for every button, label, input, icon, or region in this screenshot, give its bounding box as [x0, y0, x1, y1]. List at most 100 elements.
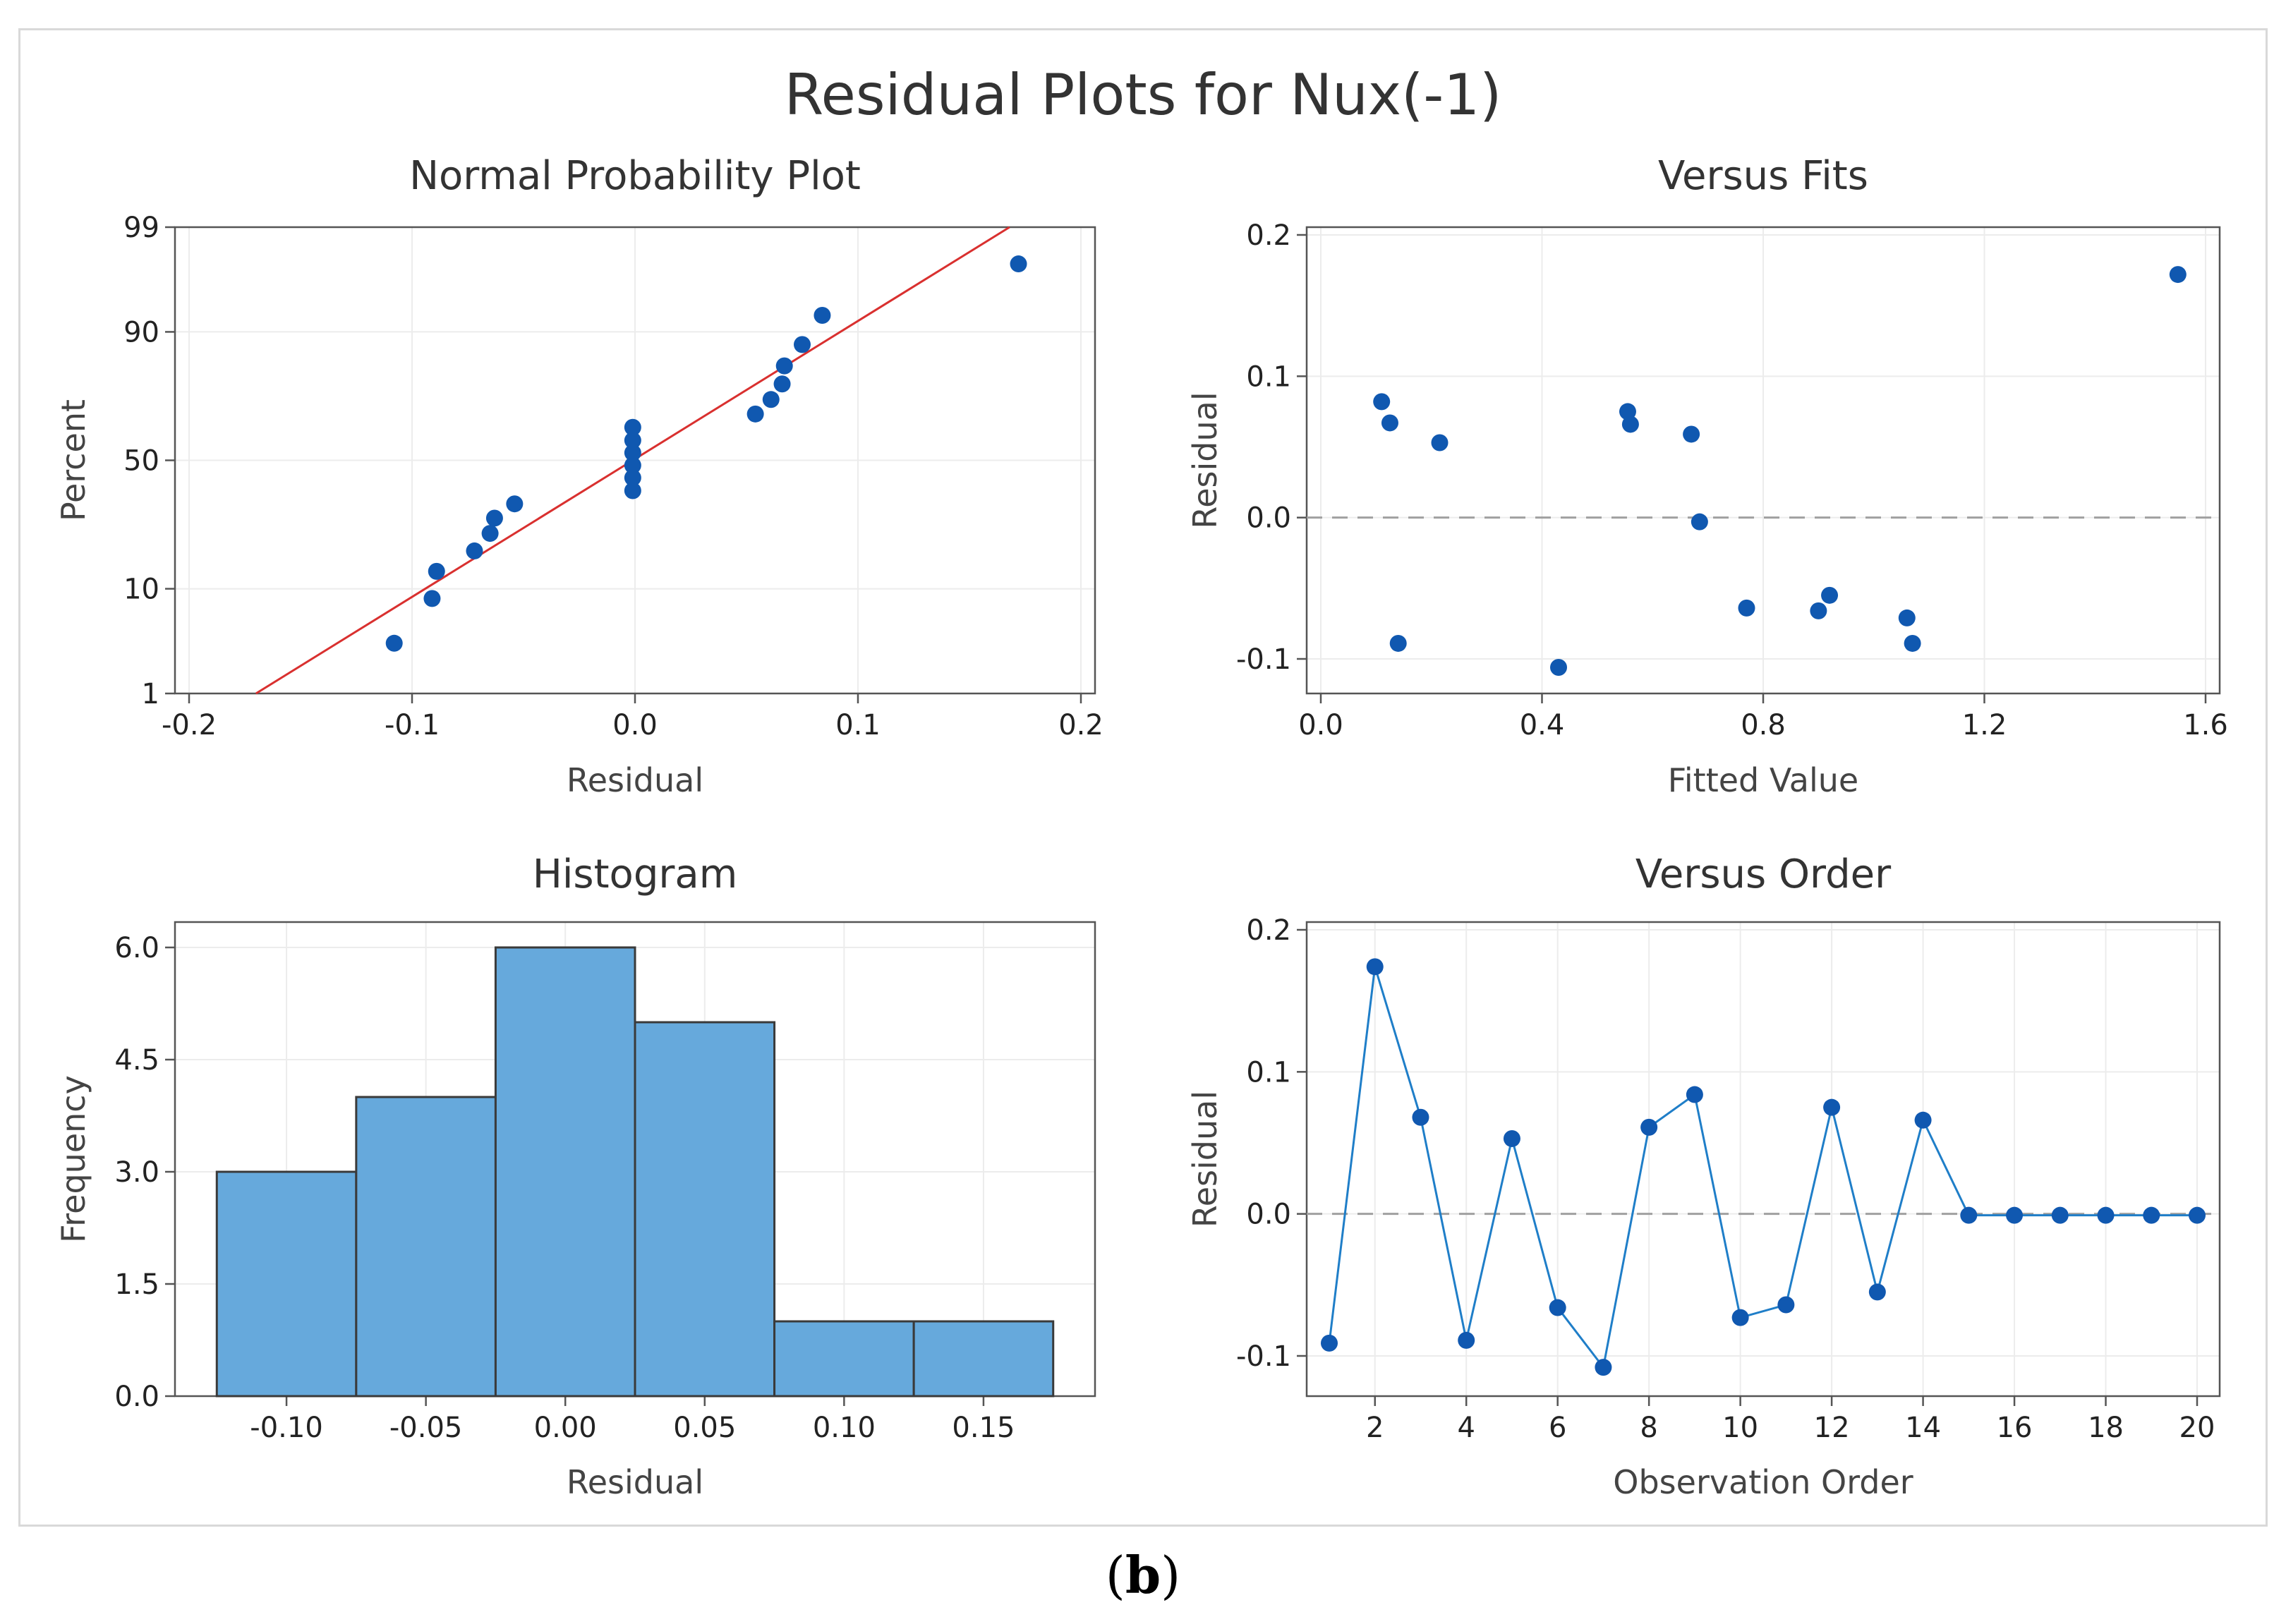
data-point: [1503, 1129, 1520, 1147]
ticks: -0.10 -0.05 0.00 0.05 0.10 0.15 0.0 1.5 3.0 4.5 6.…: [114, 932, 1015, 1444]
x-tick-label: -0.1: [385, 709, 440, 741]
grid: [1307, 922, 2220, 1396]
x-tick-label: -0.2: [162, 709, 217, 741]
y-tick-label: 0.1: [1246, 360, 1291, 393]
data-point: [1686, 1086, 1703, 1103]
y-tick-label: 3.0: [114, 1156, 159, 1189]
data-point: [1010, 255, 1027, 273]
data-point: [1777, 1296, 1795, 1314]
data-point: [1381, 414, 1398, 432]
data-point: [1412, 1108, 1429, 1126]
data-point: [775, 357, 793, 375]
x-tick-label: 0.0: [612, 709, 658, 741]
x-tick-label: 12: [1814, 1412, 1850, 1444]
y-tick-label: 50: [123, 445, 159, 478]
y-axis-label: Residual: [1186, 392, 1224, 528]
data-point: [624, 456, 641, 474]
histogram-bar: [215, 1170, 358, 1398]
y-tick-label: -0.1: [1236, 1340, 1291, 1373]
histogram-bar: [634, 1021, 776, 1398]
data-point: [1619, 403, 1636, 420]
data-point: [814, 306, 831, 324]
x-tick-label: 0.0: [1298, 709, 1343, 741]
data-point: [794, 336, 811, 353]
data-point: [2143, 1206, 2160, 1224]
data-point: [762, 391, 780, 408]
y-tick-label: 0.0: [1246, 1199, 1291, 1231]
data-point: [423, 590, 441, 607]
histogram-bar: [355, 1096, 497, 1398]
panel-3: 2 4 6 8 10 12 14 16 18 20 -0.1 0.0 0.1 0.2 Versus Orde…: [1186, 852, 2221, 1501]
panel-2: -0.10 -0.05 0.00 0.05 0.10 0.15 0.0 1.5 3.0 4.5 6.…: [54, 852, 1096, 1501]
figure-title: Residual Plots for Nux(-1): [784, 62, 1502, 128]
data-point: [2097, 1206, 2115, 1224]
data-point: [1550, 659, 1568, 677]
figure-caption: (b): [0, 1545, 2286, 1605]
data-point: [428, 562, 445, 580]
y-tick-label: 90: [123, 316, 159, 349]
x-tick-label: 14: [1905, 1412, 1941, 1444]
x-tick-label: 0.1: [835, 709, 881, 741]
data-point: [1683, 425, 1700, 443]
x-tick-label: 6: [1549, 1412, 1566, 1444]
histogram-bar: [773, 1320, 915, 1398]
x-tick-label: 0.8: [1741, 709, 1786, 741]
y-tick-label: 99: [123, 212, 159, 244]
x-tick-label: 0.4: [1520, 709, 1565, 741]
data-point: [624, 432, 641, 449]
x-tick-label: 20: [2179, 1412, 2215, 1444]
data-point: [1373, 393, 1391, 411]
x-tick-label: 0.15: [952, 1412, 1015, 1444]
panel-1: 0.0 0.4 0.8 1.2 1.6 -0.1 0.0 0.1 0.2 Versus Fits F…: [1186, 153, 2228, 799]
data-point: [2051, 1206, 2069, 1224]
x-tick-label: 16: [1997, 1412, 2033, 1444]
data-point: [1898, 609, 1916, 626]
caption-close: ): [1161, 1546, 1181, 1605]
data-point: [385, 634, 403, 652]
y-tick-label: -0.1: [1236, 643, 1291, 676]
ticks: 0.0 0.4 0.8 1.2 1.6 -0.1 0.0 0.1 0.2: [1236, 219, 2228, 741]
data-point: [1821, 586, 1839, 604]
x-tick-label: 4: [1457, 1412, 1475, 1444]
x-tick-label: 10: [1722, 1412, 1758, 1444]
x-tick-label: 0.2: [1058, 709, 1103, 741]
data-point: [1621, 416, 1639, 433]
data-point: [773, 375, 791, 393]
data-point: [2006, 1206, 2024, 1224]
data-point: [1691, 513, 1708, 531]
panel-title: Histogram: [533, 852, 738, 897]
data-point: [1389, 634, 1407, 652]
x-tick-label: -0.10: [250, 1412, 323, 1444]
y-tick-label: 4.5: [114, 1044, 159, 1077]
y-tick-label: 6.0: [114, 932, 159, 964]
data-point: [1321, 1334, 1338, 1352]
y-tick-label: 0.2: [1246, 219, 1291, 252]
data-point: [1731, 1309, 1749, 1326]
panel-0: -0.2 -0.1 0.0 0.1 0.2 1 10 50 90 99 Normal Probabi…: [54, 153, 1103, 799]
data-point: [624, 469, 641, 487]
data-point: [485, 509, 503, 527]
x-tick-label: 2: [1366, 1412, 1384, 1444]
data-point: [1810, 602, 1827, 619]
data-point: [481, 525, 499, 543]
x-tick-label: 1.6: [2183, 709, 2228, 741]
data-point: [2169, 266, 2187, 284]
y-axis-label: Frequency: [54, 1075, 92, 1243]
data-point: [1904, 634, 1921, 652]
caption-letter: b: [1125, 1545, 1161, 1605]
x-tick-label: 0.00: [534, 1412, 597, 1444]
panel-title: Versus Fits: [1658, 153, 1868, 199]
data-point: [1738, 599, 1755, 617]
y-tick-label: 1.5: [114, 1268, 159, 1301]
x-axis-label: Fitted Value: [1668, 761, 1858, 799]
y-tick-label: 0.1: [1246, 1056, 1291, 1089]
y-tick-label: 0.2: [1246, 914, 1291, 947]
x-tick-label: 18: [2088, 1412, 2124, 1444]
plot-frame: [1305, 921, 2221, 1398]
x-axis-label: Residual: [567, 761, 703, 799]
data-point: [624, 418, 641, 436]
data-point: [466, 542, 483, 559]
y-tick-label: 0.0: [114, 1381, 159, 1413]
histogram-bar: [494, 946, 636, 1398]
